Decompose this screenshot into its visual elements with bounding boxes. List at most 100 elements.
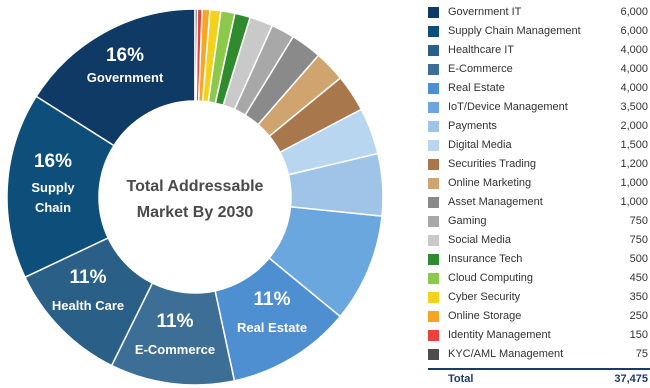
legend-label: Payments xyxy=(448,120,497,132)
legend-total-row: Total 37,475 xyxy=(428,368,650,388)
donut-slice-3 xyxy=(110,282,236,386)
legend-swatch xyxy=(428,197,439,208)
legend-value: 250 xyxy=(629,310,648,322)
donut-slice-1 xyxy=(6,95,115,279)
legend-item: Digital Media 1,500 xyxy=(428,137,650,156)
legend-label: KYC/AML Management xyxy=(448,348,564,360)
slice-label-real-estate: 11% Real Estate xyxy=(237,288,307,338)
legend-total-value: 37,475 xyxy=(614,373,648,385)
legend-label: Insurance Tech xyxy=(448,253,523,265)
donut-slice-6 xyxy=(287,152,384,217)
legend-label: Social Media xyxy=(448,234,511,246)
legend-label: Securities Trading xyxy=(448,158,537,170)
legend-label: IoT/Device Management xyxy=(448,101,568,113)
donut-slice-18 xyxy=(194,8,199,102)
center-title: Total Addressable Market By 2030 xyxy=(106,174,284,226)
legend-swatch xyxy=(428,330,439,341)
legend-swatch xyxy=(428,26,439,37)
slice-label-name: Health Care xyxy=(51,298,125,313)
legend-swatch xyxy=(428,83,439,94)
slice-label-name: Government xyxy=(86,70,164,85)
donut-slice-4 xyxy=(214,256,342,382)
legend: Government IT 6,000 Supply Chain Managemen… xyxy=(428,4,650,365)
legend-label: Identity Management xyxy=(448,329,551,341)
donut-slice-9 xyxy=(257,54,342,138)
slice-label-percent: 11% xyxy=(253,289,291,310)
donut-slice-10 xyxy=(244,35,320,126)
slice-label-name: Supply Chain xyxy=(31,180,75,215)
legend-item: Social Media 750 xyxy=(428,232,650,251)
slice-label-health-care: 11% Health Care xyxy=(52,266,124,316)
legend-item: Online Marketing 1,000 xyxy=(428,175,650,194)
legend-item: E-Commerce 4,000 xyxy=(428,61,650,80)
legend-swatch xyxy=(428,7,439,18)
legend-label: E-Commerce xyxy=(448,63,513,75)
legend-item: IoT/Device Management 3,500 xyxy=(428,99,650,118)
legend-value: 150 xyxy=(629,329,648,341)
legend-value: 750 xyxy=(629,234,648,246)
donut-slice-7 xyxy=(278,108,379,176)
legend-swatch xyxy=(428,178,439,189)
donut-slice-2 xyxy=(24,236,154,367)
legend-item: Cyber Security 350 xyxy=(428,289,650,308)
legend-swatch xyxy=(428,121,439,132)
legend-label: Cyber Security xyxy=(448,291,521,303)
legend-swatch xyxy=(428,273,439,284)
legend-value: 450 xyxy=(629,272,648,284)
legend-label: Online Marketing xyxy=(448,177,532,189)
legend-value: 500 xyxy=(629,253,648,265)
legend-label: Online Storage xyxy=(448,310,522,322)
legend-item: Insurance Tech 500 xyxy=(428,251,650,270)
slice-label-government: 16% Government xyxy=(87,44,164,88)
legend-label: Government IT xyxy=(448,6,522,18)
slice-label-supply-chain: 16% Supply Chain xyxy=(31,150,74,218)
legend-label: Real Estate xyxy=(448,82,505,94)
legend-swatch xyxy=(428,235,439,246)
legend-value: 1,500 xyxy=(620,139,648,151)
legend-item: Asset Management 1,000 xyxy=(428,194,650,213)
legend-value: 2,000 xyxy=(620,120,648,132)
legend-value: 4,000 xyxy=(620,44,648,56)
legend-swatch xyxy=(428,292,439,303)
legend-value: 1,200 xyxy=(620,158,648,170)
legend-item: Gaming 750 xyxy=(428,213,650,232)
legend-swatch xyxy=(428,102,439,113)
center-title-line-2: Market By 2030 xyxy=(136,204,254,221)
donut-slice-5 xyxy=(268,205,383,318)
legend-value: 1,000 xyxy=(620,177,648,189)
legend-label: Cloud Computing xyxy=(448,272,533,284)
legend-value: 75 xyxy=(635,348,648,360)
legend-value: 4,000 xyxy=(620,63,648,75)
legend-swatch xyxy=(428,45,439,56)
slice-label-percent: 11% xyxy=(156,311,194,332)
legend-value: 6,000 xyxy=(620,25,648,37)
center-title-line-1: Total Addressable xyxy=(126,178,264,195)
legend-item: Securities Trading 1,200 xyxy=(428,156,650,175)
slice-label-percent: 16% xyxy=(33,151,73,172)
legend-item: Cloud Computing 450 xyxy=(428,270,650,289)
legend-item: Payments 2,000 xyxy=(428,118,650,137)
legend-swatch xyxy=(428,349,439,360)
legend-swatch xyxy=(428,216,439,227)
legend-item: Healthcare IT 4,000 xyxy=(428,42,650,61)
legend-label: Healthcare IT xyxy=(448,44,515,56)
legend-item: Government IT 6,000 xyxy=(428,4,650,23)
legend-item: Real Estate 4,000 xyxy=(428,80,650,99)
donut-slice-0 xyxy=(35,8,196,147)
legend-swatch xyxy=(428,254,439,265)
legend-total-label: Total xyxy=(448,373,474,385)
legend-value: 750 xyxy=(629,215,648,227)
legend-swatch xyxy=(428,64,439,75)
legend-swatch xyxy=(428,311,439,322)
legend-label: Supply Chain Management xyxy=(448,25,581,37)
legend-item: Supply Chain Management 6,000 xyxy=(428,23,650,42)
legend-item: KYC/AML Management 75 xyxy=(428,346,650,365)
legend-item: Identity Management 150 xyxy=(428,327,650,346)
donut-chart xyxy=(6,8,384,386)
legend-swatch xyxy=(428,140,439,151)
donut-slice-11 xyxy=(233,24,295,117)
slice-label-percent: 16% xyxy=(105,45,145,66)
legend-swatch xyxy=(428,159,439,170)
legend-label: Asset Management xyxy=(448,196,543,208)
legend-value: 3,500 xyxy=(620,101,648,113)
